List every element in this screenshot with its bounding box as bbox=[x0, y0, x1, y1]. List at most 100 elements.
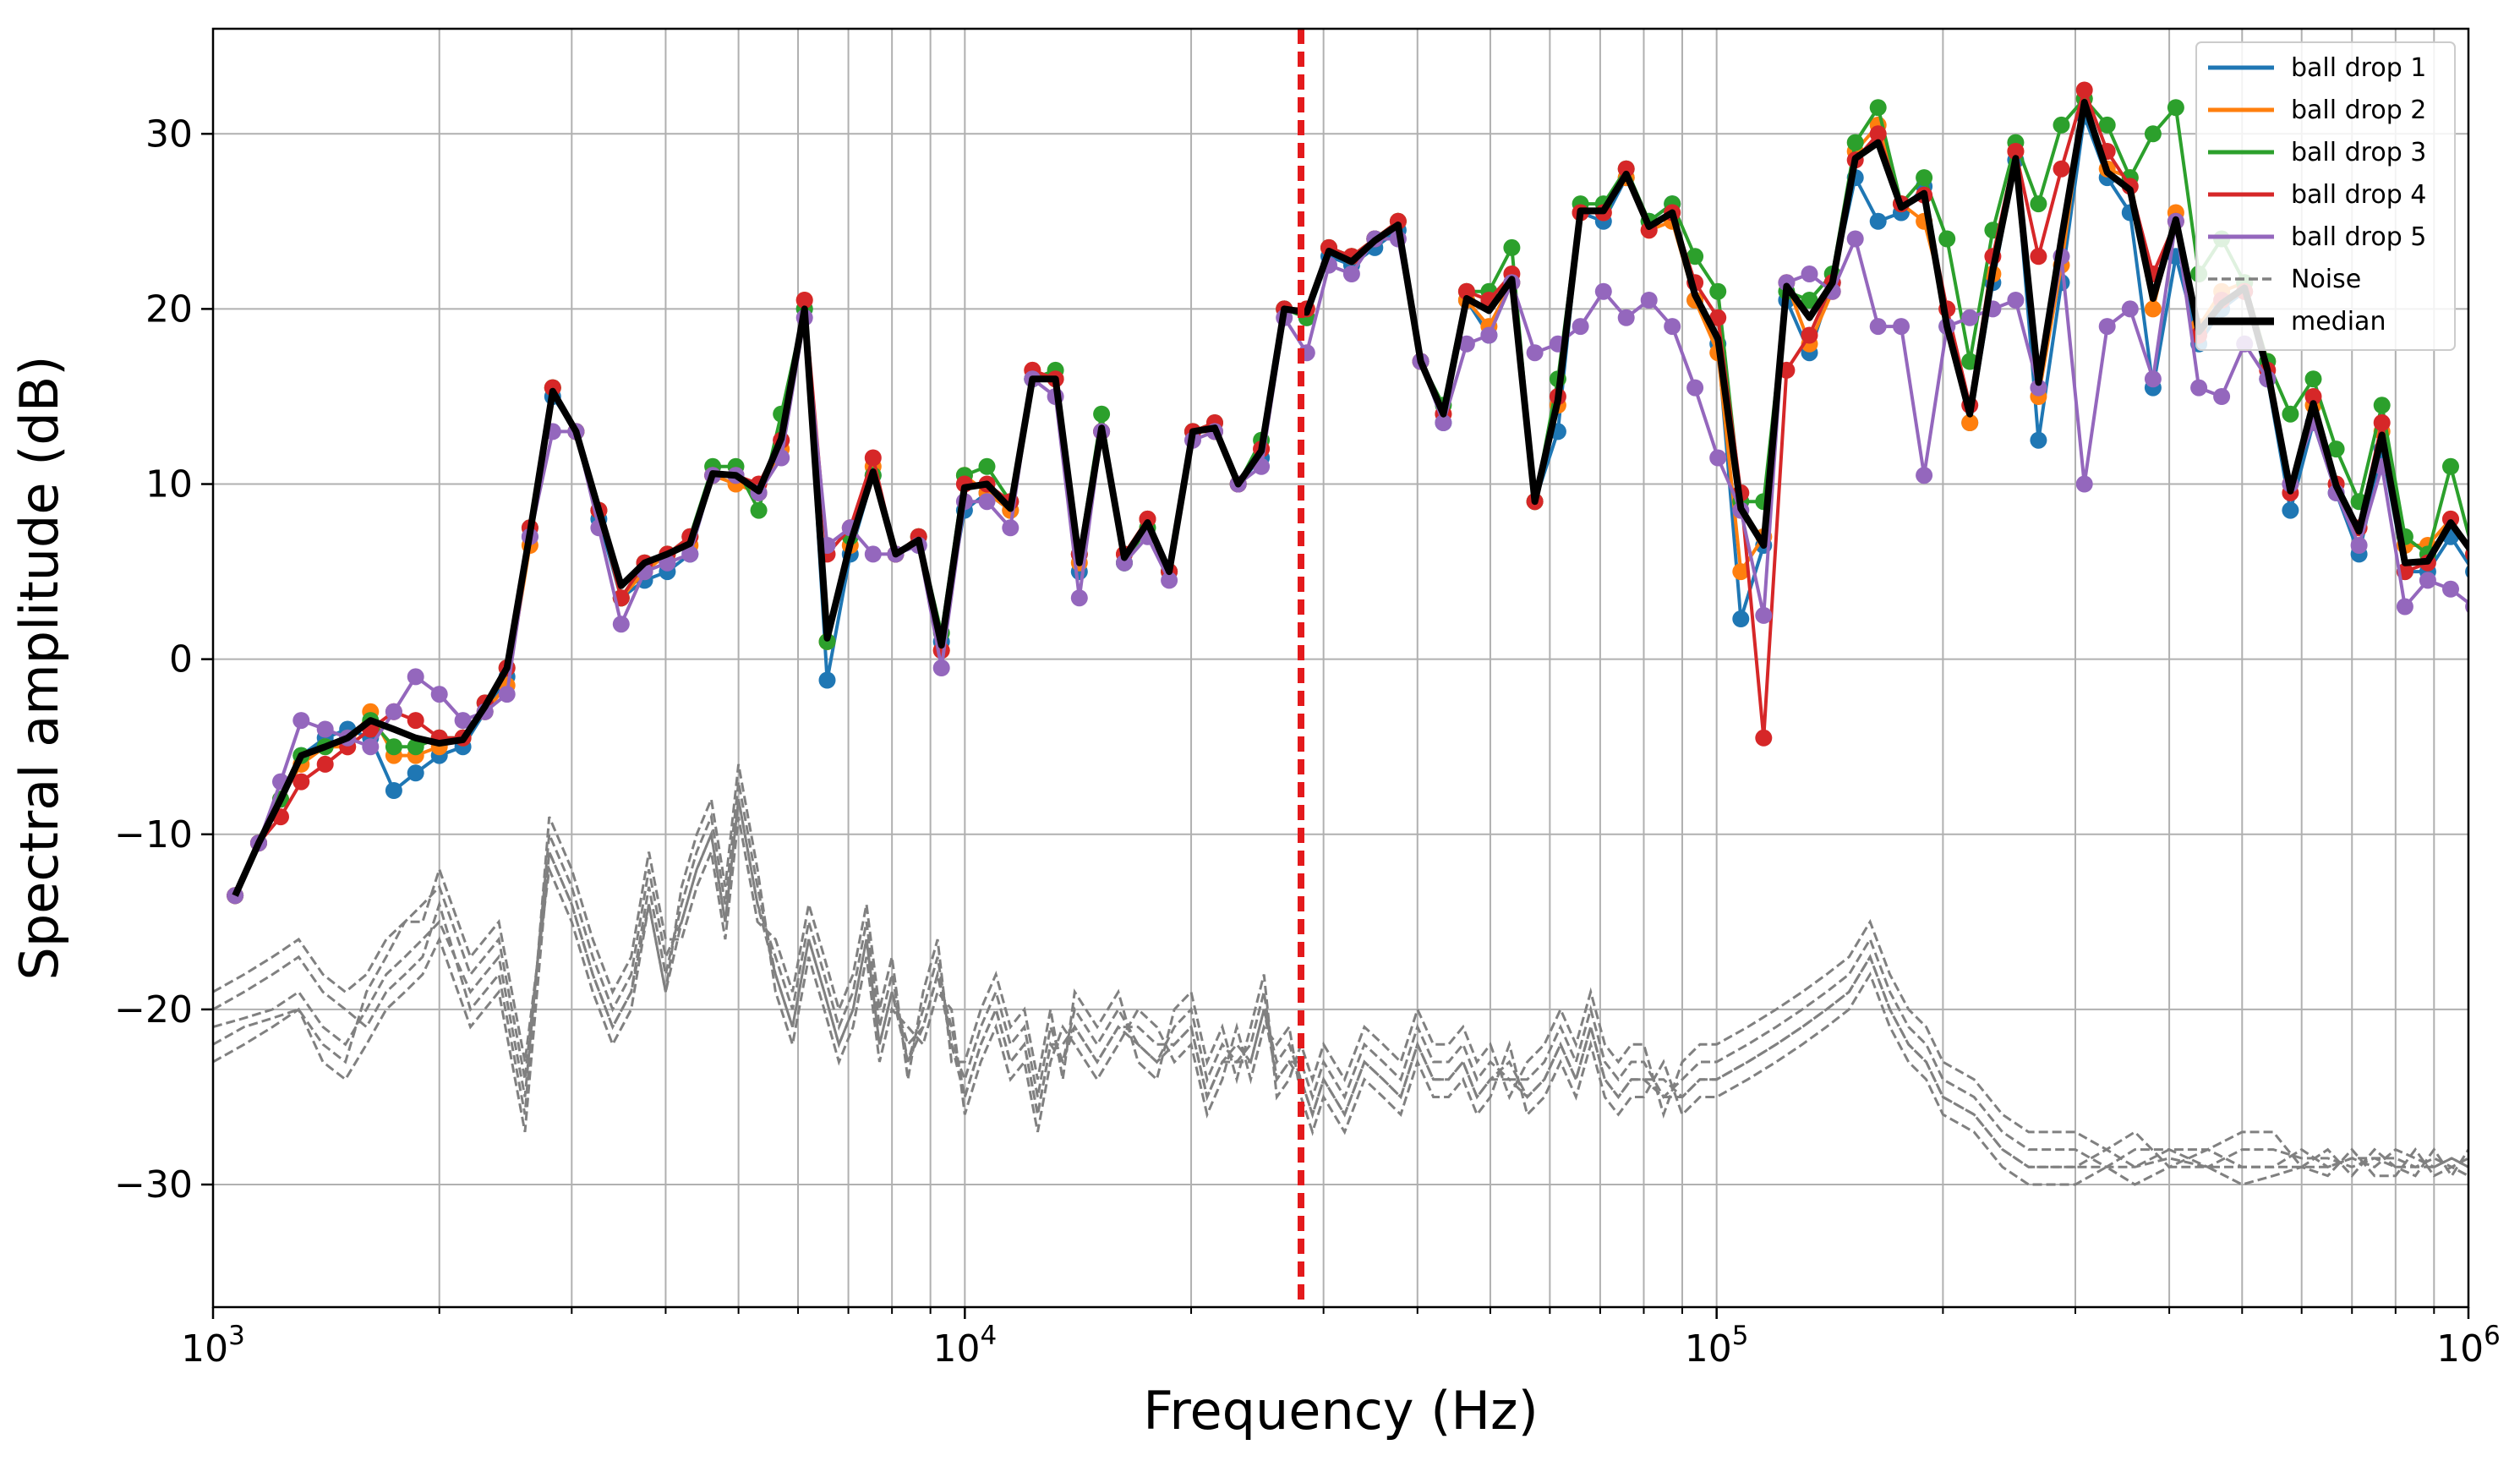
data-point bbox=[1961, 414, 1979, 431]
legend-label: median bbox=[2291, 307, 2386, 337]
data-point bbox=[1801, 265, 1818, 282]
legend-label: ball drop 1 bbox=[2291, 53, 2426, 83]
grid-lines bbox=[212, 29, 2468, 1307]
x-axis-label: Frequency (Hz) bbox=[1143, 1380, 1539, 1442]
data-point bbox=[2282, 405, 2299, 423]
y-tick-label: −30 bbox=[114, 1163, 193, 1207]
data-point bbox=[2144, 370, 2162, 388]
data-point bbox=[864, 545, 882, 563]
data-point bbox=[1572, 318, 1589, 336]
y-tick-label: 10 bbox=[145, 463, 193, 506]
legend-label: Noise bbox=[2291, 265, 2361, 294]
legend-box bbox=[2195, 41, 2456, 351]
data-point bbox=[1709, 449, 1727, 467]
data-point bbox=[2144, 300, 2162, 318]
data-point bbox=[1093, 405, 1111, 423]
legend: ball drop 1 ball drop 2 ball drop 3 ball dr… bbox=[2195, 41, 2456, 351]
data-point bbox=[2030, 379, 2047, 397]
data-point bbox=[1594, 282, 1612, 300]
plot-area bbox=[213, 29, 2468, 1307]
data-point bbox=[2030, 248, 2047, 265]
data-point bbox=[1435, 414, 1452, 431]
data-point bbox=[864, 449, 882, 467]
data-point bbox=[1526, 344, 1544, 362]
data-point bbox=[1503, 238, 1521, 256]
data-point bbox=[385, 738, 402, 756]
data-point bbox=[1617, 160, 1635, 178]
plot-frame bbox=[211, 27, 2470, 1309]
data-point bbox=[407, 738, 424, 756]
x-tick-label: 105 bbox=[1685, 1321, 1749, 1371]
data-point bbox=[750, 501, 768, 519]
y-axis-ticks: 30 20 10 0 −10 −20 −30 bbox=[114, 112, 213, 1207]
y-tick-label: −20 bbox=[114, 988, 193, 1031]
data-point bbox=[292, 712, 310, 730]
data-point bbox=[1869, 99, 1887, 117]
x-tick-label: 103 bbox=[181, 1321, 245, 1371]
data-point bbox=[407, 668, 424, 686]
data-point bbox=[1640, 292, 1658, 309]
data-point bbox=[1709, 282, 1727, 300]
data-point bbox=[407, 764, 424, 782]
data-point bbox=[818, 671, 836, 689]
data-point bbox=[2442, 580, 2459, 598]
data-point bbox=[1709, 309, 1727, 326]
data-point bbox=[1893, 318, 1910, 336]
data-point bbox=[2442, 457, 2459, 475]
data-point bbox=[2075, 475, 2093, 493]
data-point bbox=[2098, 116, 2116, 134]
data-point bbox=[1686, 379, 1704, 397]
data-point bbox=[1732, 563, 1750, 581]
y-tick-label: 30 bbox=[145, 112, 193, 156]
noise-trace-3 bbox=[213, 816, 2468, 1179]
data-point bbox=[2121, 300, 2139, 318]
y-tick-label: 0 bbox=[169, 638, 193, 681]
noise-trace-5 bbox=[213, 799, 2468, 1168]
data-point bbox=[407, 712, 424, 730]
legend-label: ball drop 2 bbox=[2291, 96, 2426, 125]
y-tick-label: −10 bbox=[114, 813, 193, 856]
legend-label: ball drop 3 bbox=[2291, 138, 2426, 167]
data-point bbox=[932, 659, 950, 676]
x-tick-label: 106 bbox=[2436, 1321, 2501, 1371]
data-point bbox=[2373, 414, 2391, 431]
data-point bbox=[385, 703, 402, 720]
data-point bbox=[2350, 537, 2368, 554]
data-point bbox=[2373, 397, 2391, 414]
data-point bbox=[1801, 326, 1818, 344]
data-point bbox=[1617, 309, 1635, 326]
data-point bbox=[1916, 169, 1933, 187]
data-point bbox=[1161, 572, 1178, 589]
data-point bbox=[1961, 309, 1979, 326]
series-line bbox=[232, 99, 2468, 897]
data-point bbox=[2304, 388, 2322, 405]
data-point bbox=[2053, 160, 2070, 178]
data-point bbox=[2075, 81, 2093, 99]
data-point bbox=[2007, 292, 2025, 309]
data-point bbox=[2327, 440, 2345, 458]
data-point bbox=[2304, 370, 2322, 388]
legend-label: ball drop 5 bbox=[2291, 222, 2426, 252]
data-point bbox=[1801, 292, 1818, 309]
data-point bbox=[498, 686, 516, 703]
data-point bbox=[430, 686, 448, 703]
data-point bbox=[1916, 467, 1933, 484]
data-point bbox=[1070, 589, 1088, 607]
data-point bbox=[1457, 335, 1475, 353]
data-point bbox=[1686, 248, 1704, 265]
data-point bbox=[1961, 353, 1979, 370]
data-point bbox=[2213, 388, 2231, 405]
data-point bbox=[2396, 598, 2413, 616]
x-axis-ticks: 103 104 105 106 bbox=[181, 1307, 2501, 1371]
data-point bbox=[2419, 572, 2436, 589]
data-point bbox=[2053, 116, 2070, 134]
data-point bbox=[2190, 379, 2208, 397]
data-point bbox=[454, 712, 472, 730]
data-series bbox=[227, 81, 2468, 905]
data-point bbox=[292, 773, 310, 791]
data-point bbox=[612, 616, 630, 633]
data-point bbox=[1869, 318, 1887, 336]
y-tick-label: 20 bbox=[145, 287, 193, 331]
